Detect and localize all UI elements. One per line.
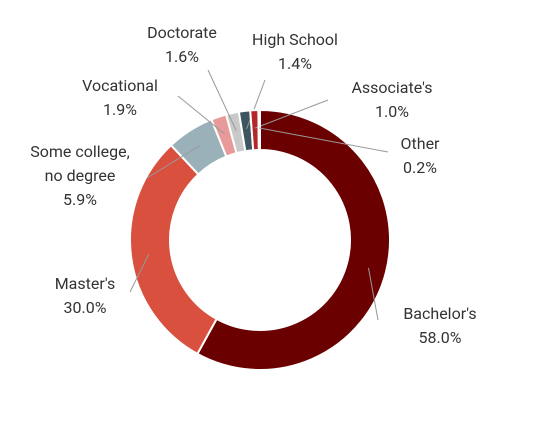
slice-label: Vocational 1.9% <box>65 74 175 122</box>
leader-line <box>129 253 150 293</box>
leader-line <box>254 99 329 129</box>
leader-line <box>246 79 266 129</box>
value-label: 58.0% <box>418 328 462 347</box>
slice-label: Associate's 1.0% <box>337 76 447 124</box>
leader-line <box>177 95 225 135</box>
slice-label: Bachelor's 58.0% <box>385 302 495 350</box>
donut-slice <box>196 108 391 371</box>
category-label: Vocational <box>82 76 158 95</box>
category-label: Master's <box>54 274 116 293</box>
category-label: High School <box>252 30 338 49</box>
category-label: Doctorate <box>147 23 217 42</box>
value-label: 1.4% <box>278 54 312 73</box>
leader-line <box>259 127 389 153</box>
value-label: 5.9% <box>63 190 97 209</box>
value-label: 1.9% <box>103 100 137 119</box>
category-label: Some college, no degree <box>30 142 130 185</box>
leader-line <box>367 267 379 321</box>
leader-line <box>207 69 237 131</box>
category-label: Bachelor's <box>403 304 477 323</box>
slice-label: Some college, no degree 5.9% <box>30 140 130 212</box>
value-label: 30.0% <box>63 298 107 317</box>
value-label: 0.2% <box>403 158 437 177</box>
category-label: Associate's <box>351 78 433 97</box>
leader-line <box>146 145 200 179</box>
value-label: 1.0% <box>375 102 409 121</box>
value-label: 1.6% <box>165 47 199 66</box>
slice-label: High School 1.4% <box>235 28 355 76</box>
slice-label: Other 0.2% <box>380 132 460 180</box>
slice-label: Doctorate 1.6% <box>127 21 237 69</box>
donut-slice <box>129 143 218 356</box>
slice-label: Master's 30.0% <box>35 272 135 320</box>
category-label: Other <box>400 134 440 153</box>
donut-slice <box>257 108 261 152</box>
